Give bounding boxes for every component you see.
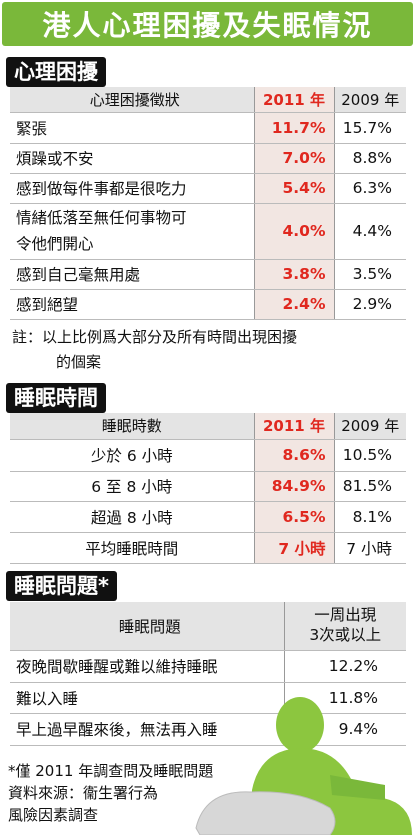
value-2011: 7 小時: [253, 532, 334, 564]
row-label: 難以入睡: [10, 682, 284, 714]
header-symptom: 心理困擾徵狀: [10, 87, 254, 113]
header-2009: 2009 年: [333, 87, 406, 113]
row-label: 煩躁或不安: [10, 143, 254, 174]
footnote-block: *僅 2011 年調查問及睡眠問題 資料來源：衞生署行為 風險因素調查: [8, 760, 213, 826]
header-problem: 睡眠問題: [10, 602, 284, 651]
row-label: 超過 8 小時: [10, 501, 254, 533]
table-header-row: 心理困擾徵狀 2011 年 2009 年: [10, 87, 406, 113]
value-2009: 4.4%: [333, 203, 406, 260]
table-row: 早上過早醒來後，無法再入睡 9.4%: [10, 713, 406, 746]
value-2011: 11.7%: [253, 112, 334, 144]
sleep-problems-table: 睡眠問題 一周出現 3次或以上 夜晚間歇睡醒或難以維持睡眠 12.2% 難以入睡…: [10, 602, 406, 746]
table-row: 少於 6 小時 8.6% 10.5%: [10, 439, 406, 472]
header-hours: 睡眠時數: [10, 413, 254, 440]
table-row: 6 至 8 小時 84.9% 81.5%: [10, 471, 406, 502]
row-label-line1: 情緒低落至無任何事物可: [16, 209, 187, 227]
table-row: 超過 8 小時 6.5% 8.1%: [10, 501, 406, 533]
value-2009: 8.8%: [333, 143, 406, 174]
value-2011: 8.6%: [253, 439, 334, 472]
table-header-row: 睡眠問題 一周出現 3次或以上: [10, 602, 406, 651]
row-label: 緊張: [10, 112, 254, 144]
header-frequency-line2: 3次或以上: [309, 625, 382, 644]
row-label: 情緒低落至無任何事物可 令他們開心: [10, 203, 254, 260]
value-2009: 2.9%: [333, 289, 406, 320]
page-title: 港人心理困擾及失眠情況: [2, 2, 413, 46]
table-header-row: 睡眠時數 2011 年 2009 年: [10, 413, 406, 440]
value-2009: 7 小時: [333, 532, 406, 564]
row-value: 12.2%: [283, 650, 406, 683]
row-label: 早上過早醒來後，無法再入睡: [10, 713, 284, 746]
header-frequency-line1: 一周出現: [314, 606, 377, 625]
sleep-time-table: 睡眠時數 2011 年 2009 年 少於 6 小時 8.6% 10.5% 6 …: [10, 413, 406, 564]
value-2009: 8.1%: [333, 501, 406, 533]
header-2011: 2011 年: [253, 413, 334, 440]
distress-table: 心理困擾徵狀 2011 年 2009 年 緊張 11.7% 15.7% 煩躁或不…: [10, 87, 406, 320]
value-2009: 6.3%: [333, 173, 406, 204]
value-2011: 4.0%: [253, 203, 334, 260]
value-2009: 81.5%: [333, 471, 406, 502]
head-shape: [276, 697, 324, 753]
table-row: 緊張 11.7% 15.7%: [10, 112, 406, 144]
row-label: 感到做每件事都是很吃力: [10, 173, 254, 204]
table-row: 情緒低落至無任何事物可 令他們開心 4.0% 4.4%: [10, 203, 406, 260]
header-2011: 2011 年: [253, 87, 334, 113]
row-label: 夜晚間歇睡醒或難以維持睡眠: [10, 650, 284, 683]
row-label: 少於 6 小時: [10, 439, 254, 472]
value-2011: 7.0%: [253, 143, 334, 174]
arm-shape: [330, 775, 385, 800]
table-row: 平均睡眠時間 7 小時 7 小時: [10, 532, 406, 564]
row-label: 感到絕望: [10, 289, 254, 320]
value-2009: 15.7%: [333, 112, 406, 144]
header-2009: 2009 年: [333, 413, 406, 440]
table-row: 感到自己毫無用處 3.8% 3.5%: [10, 259, 406, 290]
value-2011: 2.4%: [253, 289, 334, 320]
pillow-shape: [195, 791, 336, 835]
source-line1: 資料來源：衞生署行為: [8, 784, 159, 802]
table-row: 煩躁或不安 7.0% 8.8%: [10, 143, 406, 174]
table-row: 夜晚間歇睡醒或難以維持睡眠 12.2%: [10, 650, 406, 683]
header-frequency: 一周出現 3次或以上: [283, 602, 406, 651]
section-label-sleep-time: 睡眠時間: [6, 383, 106, 413]
table-row: 感到絕望 2.4% 2.9%: [10, 289, 406, 320]
row-label: 感到自己毫無用處: [10, 259, 254, 290]
row-label: 6 至 8 小時: [10, 471, 254, 502]
footnote: *僅 2011 年調查問及睡眠問題: [8, 762, 214, 780]
value-2011: 84.9%: [253, 471, 334, 502]
section-label-distress: 心理困擾: [6, 57, 106, 87]
row-label: 平均睡眠時間: [10, 532, 254, 564]
value-2011: 3.8%: [253, 259, 334, 290]
value-2009: 3.5%: [333, 259, 406, 290]
section-label-sleep-problems: 睡眠問題*: [6, 571, 117, 601]
row-label-line2: 令他們開心: [16, 235, 94, 253]
value-2011: 5.4%: [253, 173, 334, 204]
value-2011: 6.5%: [253, 501, 334, 533]
note-line2: 的個案: [56, 353, 102, 371]
source-line2: 風險因素調查: [8, 806, 99, 824]
value-2009: 10.5%: [333, 439, 406, 472]
note-line1: 註：以上比例爲大部分及所有時間出現困擾: [12, 328, 298, 346]
table-row: 感到做每件事都是很吃力 5.4% 6.3%: [10, 173, 406, 204]
